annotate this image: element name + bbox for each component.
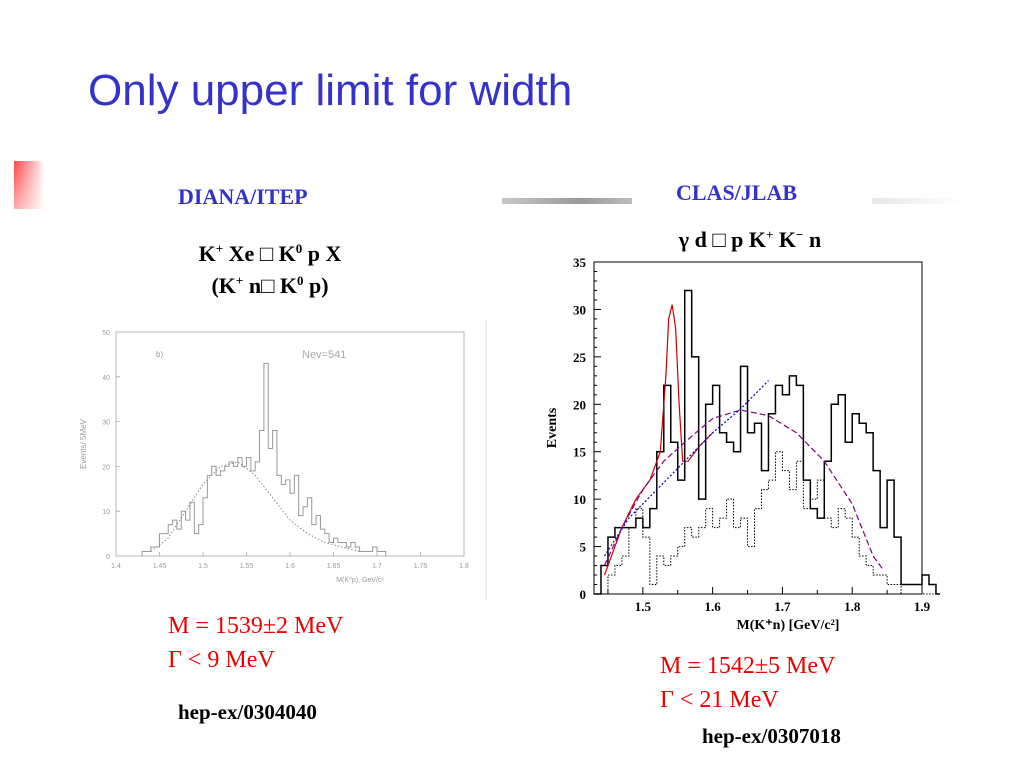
- y-tick-label: 0: [580, 587, 587, 602]
- plot-frame: [115, 331, 465, 557]
- mass-result-diana: M = 1539±2 MeV: [168, 613, 344, 639]
- x-tick-label: 1.8: [459, 563, 469, 570]
- x-tick-label: 1.7: [372, 563, 382, 570]
- x-tick-label: 1.65: [327, 563, 341, 570]
- fit-curve-0: [603, 304, 714, 576]
- annotation-nev: Nev=541: [302, 349, 346, 361]
- background-histogram: [594, 451, 940, 595]
- x-tick-label: 1.45: [153, 563, 167, 570]
- experiment-label-diana: DIANA/ITEP: [178, 184, 308, 209]
- reaction-diana: K+ Xe □ K0 p X (K+ n□ K0 p): [140, 238, 400, 302]
- x-axis-label: M(K⁰p), GeV/c²: [336, 576, 384, 584]
- x-tick-label: 1.75: [414, 563, 428, 570]
- y-tick-label: 20: [102, 464, 110, 471]
- reaction-clas: γ d □ p K+ K− n: [678, 227, 822, 252]
- accent-bar: [14, 161, 44, 209]
- y-tick-label: 10: [573, 492, 586, 507]
- slide-title: Only upper limit for width: [88, 66, 573, 115]
- x-tick-label: 1.9: [914, 599, 931, 614]
- y-tick-label: 0: [106, 554, 110, 561]
- diana-histogram: 1.4 1.45 1.5 1.55 1.6 1.65 1.7 1.75 1.8 0 10 20 30 40…: [79, 320, 487, 600]
- panel-label: b): [156, 350, 163, 359]
- reaction-line-2: (K+ n□ K0 p): [211, 273, 329, 298]
- y-tick-label: 10: [102, 509, 110, 516]
- width-result-diana: Γ < 9 MeV: [168, 647, 275, 673]
- x-tick-label: 1.5: [635, 599, 652, 614]
- histogram-series: [141, 362, 387, 556]
- reaction-line-1: K+ Xe □ K0 p X: [198, 241, 342, 266]
- y-tick-label: 30: [573, 302, 586, 317]
- y-axis-label: Events/ 5MeV: [79, 418, 88, 468]
- y-tick-label: 30: [102, 420, 110, 427]
- x-tick-label: 1.8: [844, 599, 861, 614]
- data-histogram: [594, 289, 940, 595]
- y-axis-label: Events: [545, 407, 560, 448]
- y-tick-label: 20: [573, 397, 586, 412]
- y-tick-label: 35: [573, 256, 587, 270]
- x-tick-label: 1.4: [111, 563, 121, 570]
- y-tick-label: 25: [573, 350, 587, 365]
- x-tick-label: 1.55: [240, 563, 254, 570]
- y-tick-label: 40: [102, 375, 110, 382]
- x-tick-label: 1.6: [285, 563, 295, 570]
- x-tick-label: 1.6: [705, 599, 722, 614]
- fit-curve-1: [603, 380, 769, 557]
- width-result-clas: Γ < 21 MeV: [660, 687, 779, 713]
- y-tick-label: 5: [580, 540, 587, 555]
- plot-frame: [593, 261, 923, 595]
- divider-line-left: [502, 198, 632, 204]
- divider-line-right: [872, 198, 962, 204]
- y-tick-label: 15: [573, 445, 587, 460]
- x-tick-label: 1.5: [198, 563, 208, 570]
- mass-result-clas: M = 1542±5 MeV: [660, 653, 836, 679]
- x-tick-label: 1.7: [774, 599, 791, 614]
- reference-clas: hep-ex/0307018: [702, 724, 841, 748]
- x-axis-label: M(K⁺n) [GeV/c²]: [737, 618, 840, 633]
- fit-curve: [150, 461, 360, 553]
- reference-diana: hep-ex/0304040: [178, 700, 317, 724]
- clas-histogram: 1.5 1.6 1.7 1.8 1.9 0 5 10 15 20 25 30 35 Events M(K⁺n…: [545, 256, 940, 633]
- fit-curve-2: [603, 409, 885, 571]
- y-tick-label: 50: [102, 330, 110, 337]
- experiment-label-clas: CLAS/JLAB: [676, 180, 798, 205]
